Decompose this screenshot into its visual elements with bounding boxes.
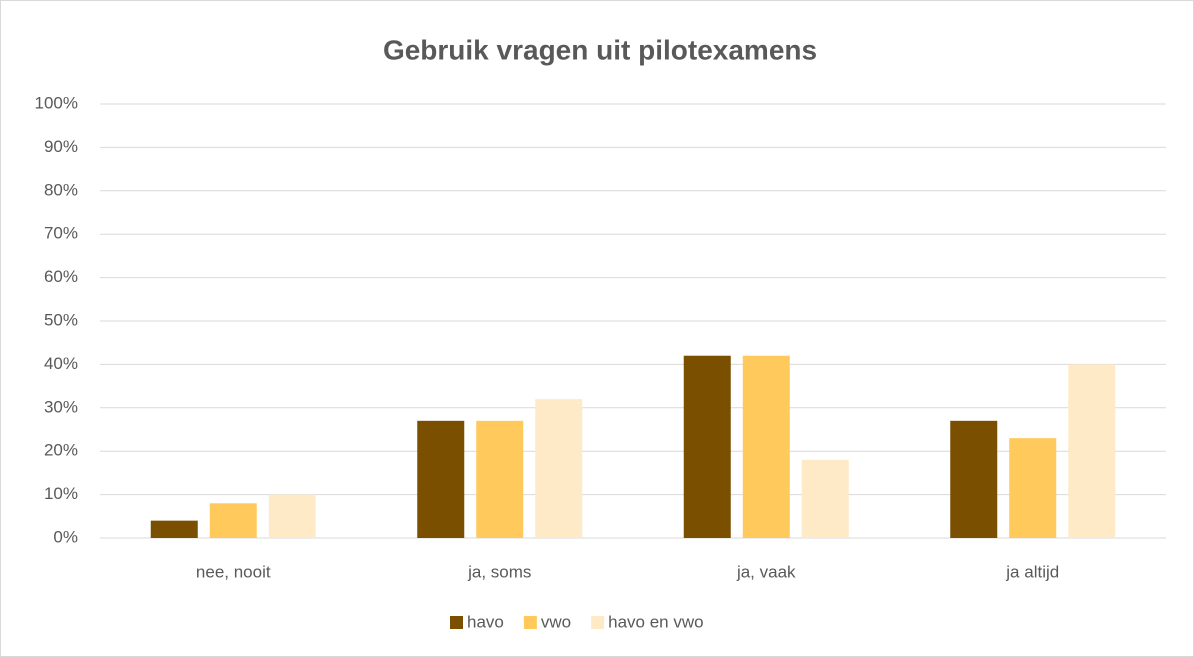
- bar: [476, 420, 524, 538]
- legend-swatch: [591, 616, 605, 629]
- legend-label: vwo: [541, 612, 571, 631]
- bar: [417, 420, 465, 538]
- y-tick-label: 40%: [44, 354, 78, 373]
- y-tick-label: 10%: [44, 484, 78, 503]
- bar: [1068, 364, 1116, 538]
- bar: [150, 520, 198, 538]
- y-tick-label: 60%: [44, 267, 78, 286]
- x-tick-label: ja altijd: [1005, 562, 1059, 581]
- y-tick-label: 70%: [44, 224, 78, 243]
- y-tick-label: 90%: [44, 137, 78, 156]
- y-tick-label: 20%: [44, 441, 78, 460]
- y-tick-label: 100%: [35, 93, 78, 112]
- bar: [683, 355, 731, 538]
- bar: [950, 420, 998, 538]
- bar: [801, 459, 849, 538]
- x-tick-label: ja, vaak: [736, 562, 796, 581]
- x-tick-label: nee, nooit: [196, 562, 271, 581]
- chart-title: Gebruik vragen uit pilotexamens: [383, 34, 817, 65]
- y-tick-label: 50%: [44, 310, 78, 329]
- bar: [535, 399, 583, 538]
- legend-swatch: [523, 616, 537, 629]
- y-tick-label: 30%: [44, 397, 78, 416]
- bar: [1009, 438, 1057, 538]
- x-tick-label: ja, soms: [467, 562, 531, 581]
- legend-swatch: [450, 616, 463, 629]
- legend-label: havo: [467, 612, 504, 631]
- bar: [742, 355, 790, 538]
- bar: [268, 494, 316, 538]
- y-tick-label: 0%: [53, 527, 78, 546]
- y-tick-label: 80%: [44, 180, 78, 199]
- legend-label: havo en vwo: [608, 612, 703, 631]
- bar: [209, 503, 257, 538]
